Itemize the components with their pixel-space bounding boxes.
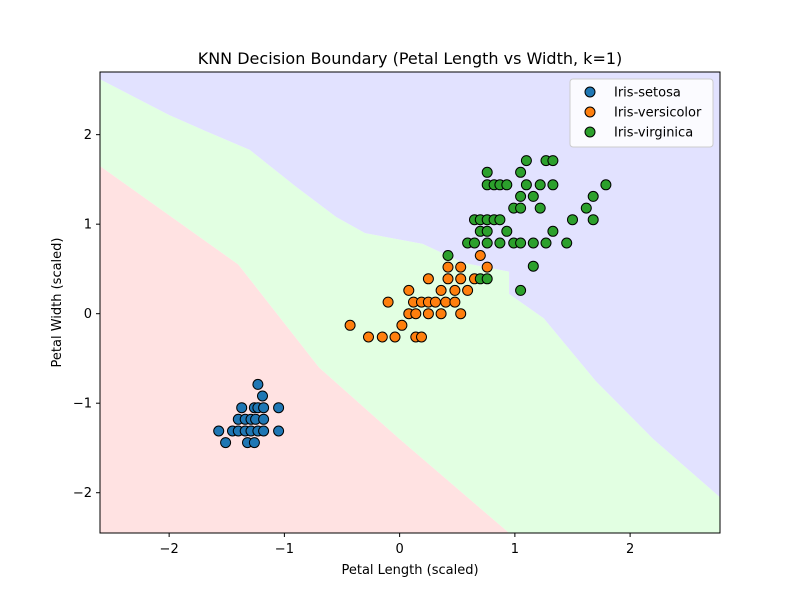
point-iris-virginica xyxy=(534,179,546,191)
x-tick-label: −2 xyxy=(160,542,179,557)
point-iris-virginica xyxy=(534,202,546,214)
point-iris-virginica xyxy=(580,202,592,214)
point-iris-versicolor xyxy=(389,331,401,343)
point-iris-virginica xyxy=(494,214,506,226)
point-iris-virginica xyxy=(600,179,612,191)
y-axis-label: Petal Width (scaled) xyxy=(50,238,65,368)
x-tick-label: 2 xyxy=(626,542,634,557)
point-iris-virginica xyxy=(481,166,493,178)
point-iris-virginica xyxy=(501,179,513,191)
point-iris-setosa xyxy=(220,437,232,449)
legend-marker xyxy=(584,126,596,138)
x-tick-label: 1 xyxy=(511,542,519,557)
point-iris-virginica xyxy=(527,260,539,272)
point-iris-virginica xyxy=(547,225,559,237)
point-iris-virginica xyxy=(527,237,539,249)
axis-ticks: −2 −1 0 1 2 −2 −1 0 1 2 xyxy=(73,128,634,557)
region-iris-virginica xyxy=(100,72,720,498)
point-iris-versicolor xyxy=(455,308,467,320)
point-iris-versicolor xyxy=(449,284,461,296)
legend-label: Iris-setosa xyxy=(614,86,681,101)
point-iris-setosa xyxy=(213,425,225,437)
point-iris-versicolor xyxy=(422,308,434,320)
point-iris-versicolor xyxy=(376,331,388,343)
point-iris-versicolor xyxy=(396,319,408,331)
point-iris-virginica xyxy=(481,237,493,249)
point-iris-virginica xyxy=(515,202,527,214)
chart-title: KNN Decision Boundary (Petal Length vs W… xyxy=(198,49,623,68)
y-tick-label: −2 xyxy=(73,486,92,501)
point-iris-virginica xyxy=(527,190,539,202)
y-tick-label: 2 xyxy=(84,128,92,143)
point-iris-versicolor xyxy=(442,261,454,273)
point-iris-setosa xyxy=(258,425,270,437)
point-iris-versicolor xyxy=(422,273,434,285)
point-iris-versicolor xyxy=(455,261,467,273)
legend-label: Iris-versicolor xyxy=(614,106,702,121)
point-iris-virginica xyxy=(481,273,493,285)
point-iris-setosa xyxy=(252,378,264,390)
x-tick-label: −1 xyxy=(275,542,294,557)
point-iris-versicolor xyxy=(440,296,452,308)
legend: Iris-setosa Iris-versicolor Iris-virginica xyxy=(569,78,714,148)
point-iris-virginica xyxy=(547,179,559,191)
point-iris-virginica xyxy=(587,214,599,226)
point-iris-versicolor xyxy=(416,331,427,343)
point-iris-versicolor xyxy=(449,296,461,308)
point-iris-virginica xyxy=(442,250,454,261)
point-iris-virginica xyxy=(501,225,513,237)
point-iris-virginica xyxy=(587,190,599,202)
point-iris-virginica xyxy=(469,237,480,249)
point-iris-versicolor xyxy=(435,308,447,320)
point-iris-virginica xyxy=(540,237,552,249)
legend-marker xyxy=(584,106,596,118)
y-tick-label: −1 xyxy=(73,397,92,412)
scatter-points xyxy=(213,155,612,449)
point-iris-setosa xyxy=(258,413,270,425)
point-iris-versicolor xyxy=(455,273,467,285)
point-iris-versicolor xyxy=(442,273,454,285)
legend-marker xyxy=(584,86,596,98)
point-iris-versicolor xyxy=(344,319,356,331)
point-iris-virginica xyxy=(515,190,527,202)
point-iris-versicolor xyxy=(403,284,415,296)
x-axis-label: Petal Length (scaled) xyxy=(341,563,478,578)
y-tick-label: 0 xyxy=(84,307,92,322)
legend-label: Iris-virginica xyxy=(614,126,693,141)
point-iris-virginica xyxy=(567,214,578,226)
point-iris-virginica xyxy=(520,155,532,167)
point-iris-virginica xyxy=(515,166,527,178)
point-iris-versicolor xyxy=(435,284,447,296)
point-iris-setosa xyxy=(258,402,270,414)
point-iris-virginica xyxy=(561,237,573,249)
point-iris-versicolor xyxy=(429,296,441,308)
point-iris-setosa xyxy=(248,437,260,449)
region-iris-setosa xyxy=(100,166,510,533)
legend-box xyxy=(569,78,714,148)
point-iris-setosa xyxy=(273,402,285,414)
point-iris-virginica xyxy=(547,155,559,167)
point-iris-virginica xyxy=(481,225,493,237)
point-iris-virginica xyxy=(515,284,527,296)
y-tick-label: 1 xyxy=(84,218,92,233)
point-iris-versicolor xyxy=(382,296,394,308)
plot-frame xyxy=(99,71,721,534)
point-iris-virginica xyxy=(515,237,527,249)
point-iris-virginica xyxy=(520,179,532,191)
point-iris-versicolor xyxy=(462,284,474,296)
x-tick-label: 0 xyxy=(395,542,403,557)
point-iris-setosa xyxy=(236,402,248,414)
point-iris-virginica xyxy=(494,237,506,249)
point-iris-setosa xyxy=(273,425,285,437)
point-iris-versicolor xyxy=(474,250,486,261)
point-iris-versicolor xyxy=(363,331,374,343)
point-iris-versicolor xyxy=(481,261,493,273)
point-iris-versicolor xyxy=(410,308,422,320)
point-iris-setosa xyxy=(257,390,268,402)
